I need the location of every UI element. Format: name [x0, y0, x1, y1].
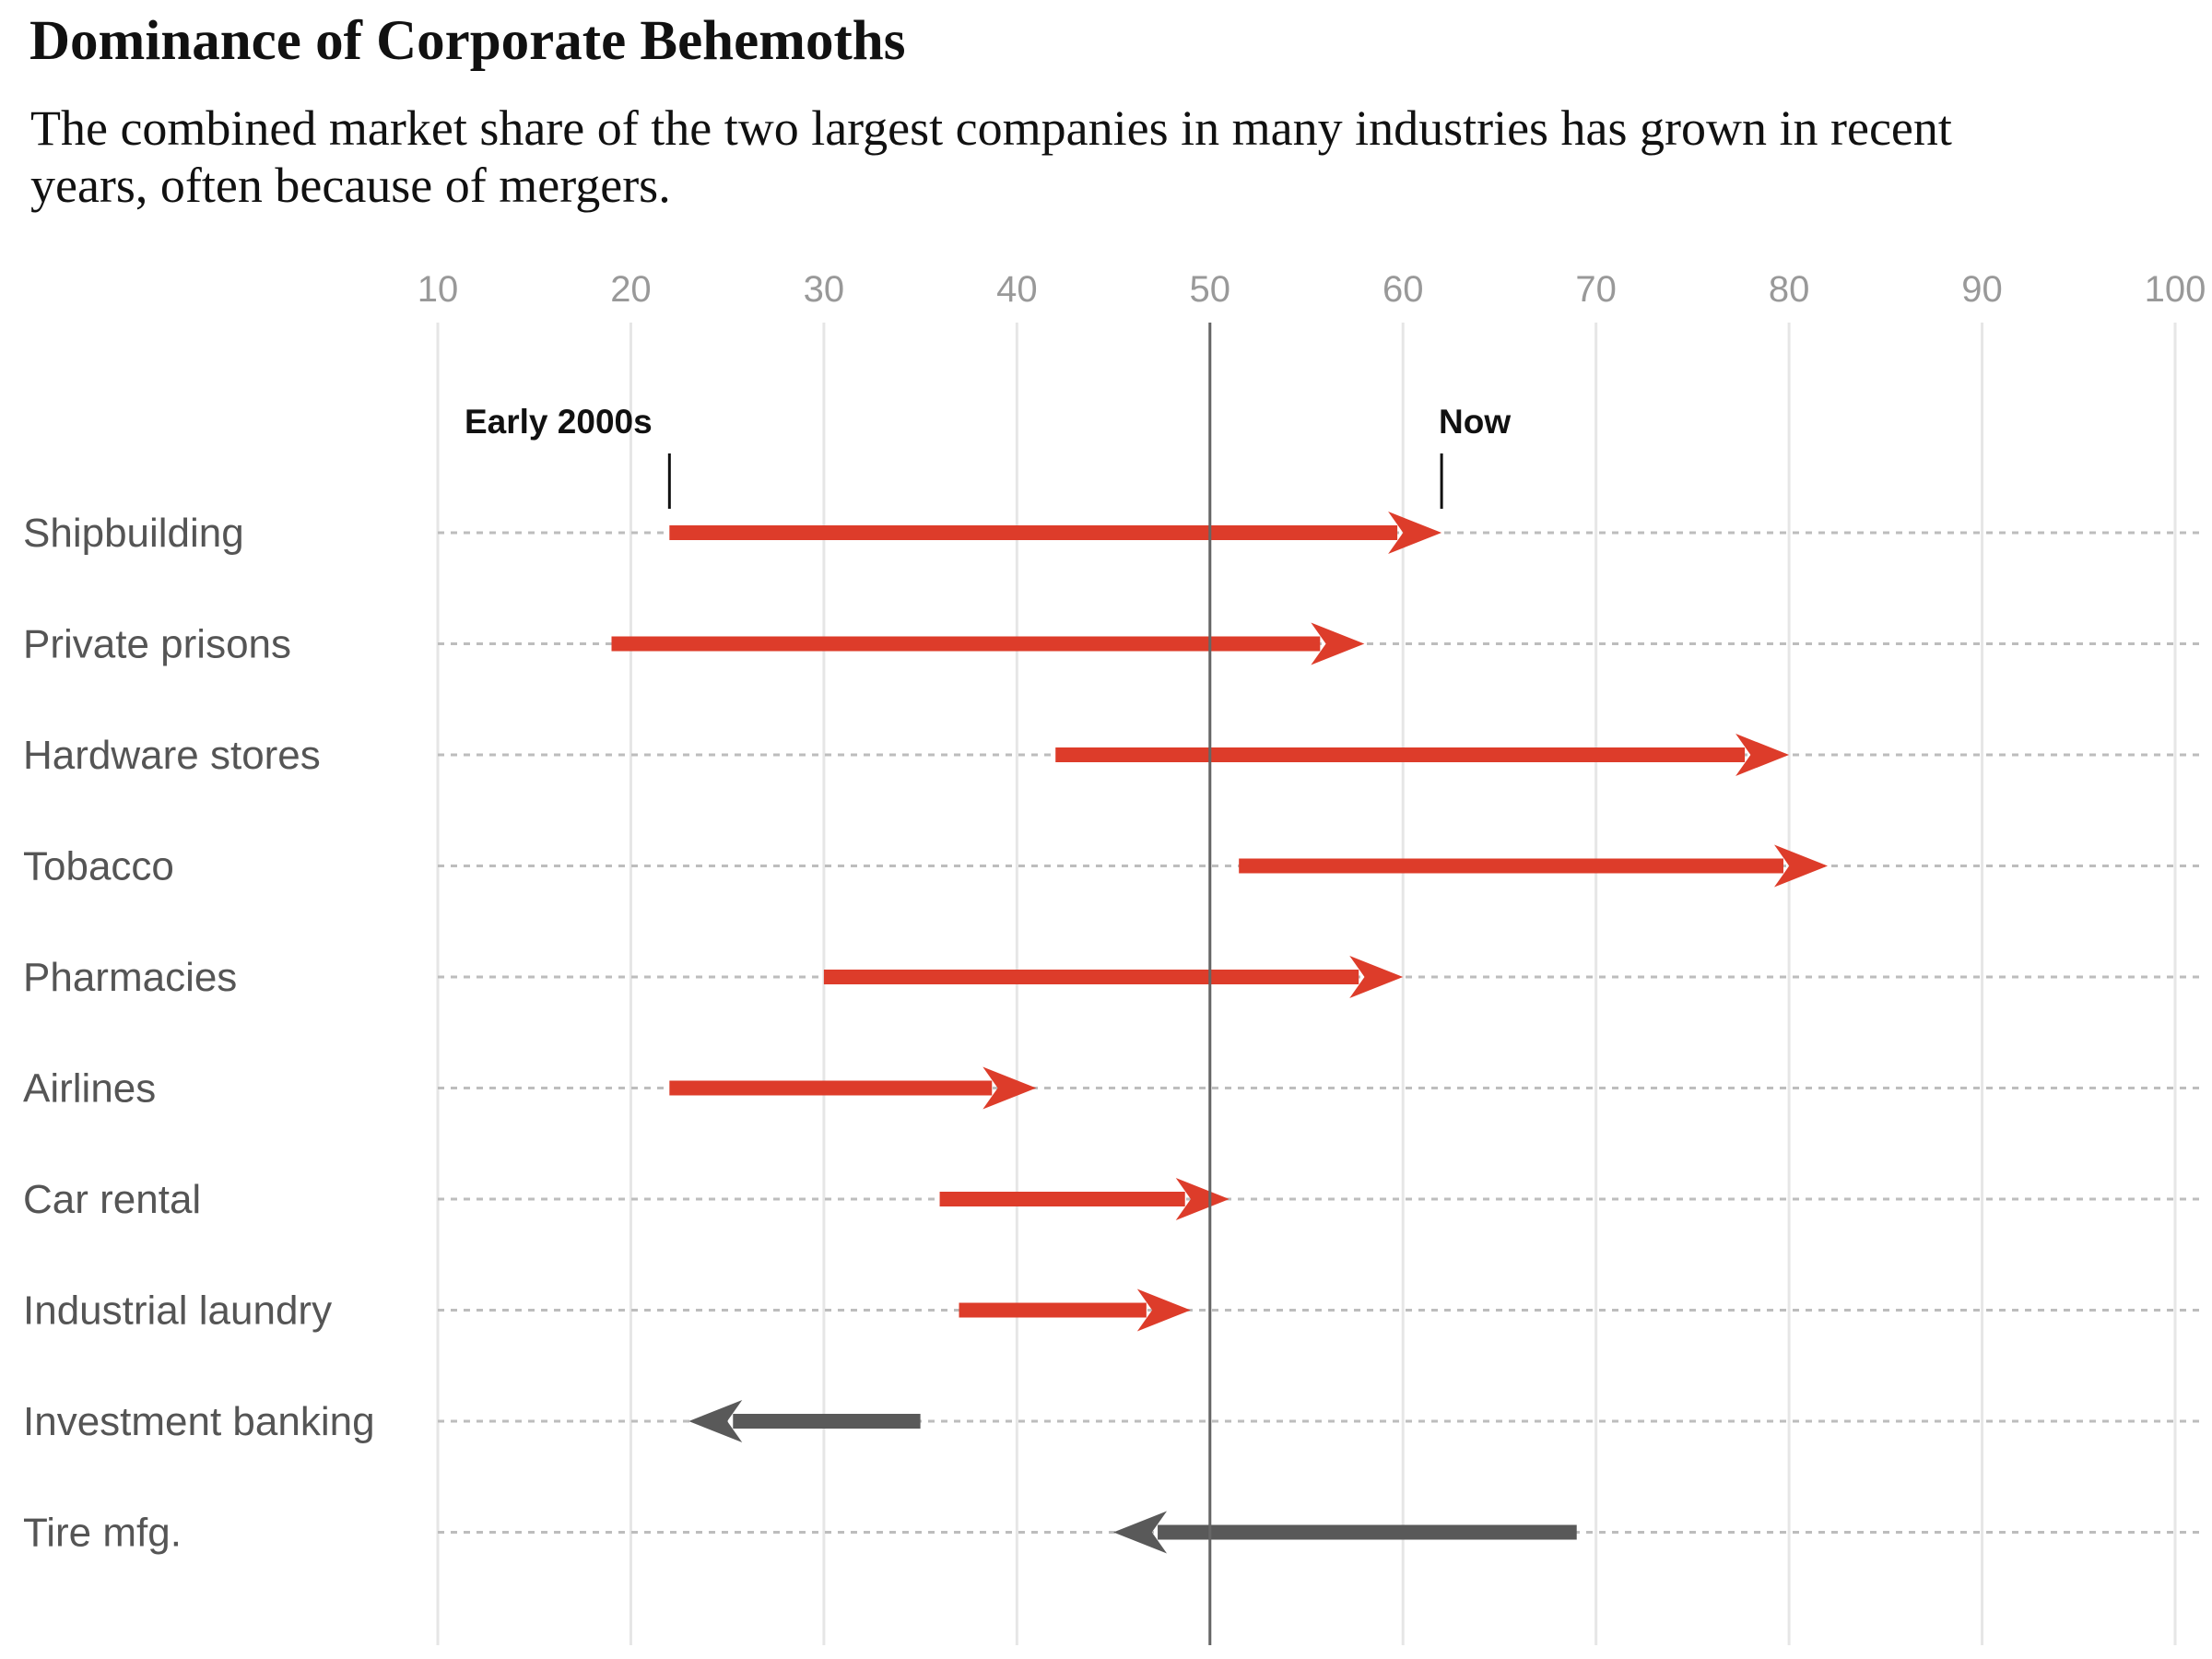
start-annotation: Early 2000s: [465, 403, 653, 441]
arrow-head: [1349, 956, 1404, 998]
category-label: Shipbuilding: [23, 511, 244, 556]
category-labels: Shipbuilding Private prisons Hardware stor…: [23, 511, 375, 1556]
arrow-head: [1311, 622, 1365, 665]
category-label: Car rental: [23, 1177, 201, 1222]
arrow-head: [1388, 512, 1442, 554]
arrow-head: [688, 1400, 743, 1442]
category-label: Hardware stores: [23, 733, 321, 778]
x-tick-label: 30: [804, 269, 845, 310]
arrow-head: [1113, 1511, 1168, 1554]
grid-layer: 10 20 30 40 50 60 70 80 90 100: [418, 269, 2206, 1645]
arrow-head: [1774, 844, 1828, 888]
x-tick-label: 70: [1575, 269, 1617, 310]
category-label: Private prisons: [23, 622, 291, 667]
x-tick-label: 40: [996, 269, 1038, 310]
arrow-head: [1175, 1178, 1230, 1220]
category-label: Pharmacies: [23, 955, 237, 1000]
x-tick-label: 50: [1190, 269, 1231, 310]
category-label: Airlines: [23, 1066, 156, 1112]
x-tick-label: 100: [2145, 269, 2206, 310]
annotations: Early 2000s Now: [465, 403, 1511, 509]
x-tick-label: 80: [1769, 269, 1810, 310]
row-guides: [438, 531, 2203, 1534]
category-label: Tire mfg.: [23, 1511, 182, 1556]
chart-title: Dominance of Corporate Behemoths: [29, 10, 906, 72]
end-annotation: Now: [1439, 403, 1511, 441]
x-tick-label: 60: [1382, 269, 1424, 310]
category-label: Industrial laundry: [23, 1288, 332, 1334]
x-tick-label: 20: [610, 269, 652, 310]
arrow-head: [1735, 734, 1790, 776]
chart-subtitle: The combined market share of the two lar…: [30, 100, 1952, 213]
arrow-head: [982, 1066, 1037, 1110]
category-label: Investment banking: [23, 1399, 375, 1444]
x-tick-label: 90: [1961, 269, 2003, 310]
arrow-head: [1136, 1288, 1191, 1332]
arrows: [611, 512, 1828, 1554]
category-label: Tobacco: [23, 844, 174, 889]
x-tick-label: 10: [418, 269, 459, 310]
